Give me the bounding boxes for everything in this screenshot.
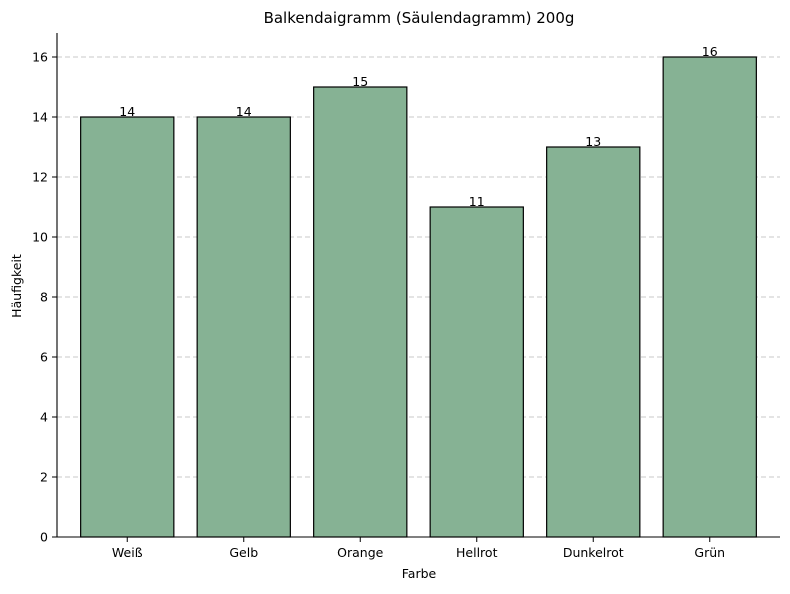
- bar: [662, 56, 757, 538]
- bar-value-label: 13: [585, 134, 601, 149]
- bars: [80, 56, 757, 538]
- x-tick-label: Gelb: [229, 545, 258, 560]
- y-tick-label: 14: [32, 110, 48, 125]
- bar: [546, 146, 641, 538]
- y-tick-label: 2: [40, 470, 48, 485]
- y-tick-label: 8: [40, 290, 48, 305]
- bar: [80, 116, 175, 538]
- x-axis-ticks: Weiß Gelb Orange Hellrot Dunkelrot Grün: [112, 537, 725, 560]
- bar-value-label: 14: [236, 104, 252, 119]
- bar-value-label: 16: [702, 44, 718, 59]
- grid-lines: [57, 56, 780, 478]
- y-tick-label: 4: [40, 410, 48, 425]
- value-labels: 14 14 15 11 13 16: [119, 44, 717, 209]
- bar-value-label: 15: [352, 74, 368, 89]
- chart-title: Balkendaigramm (Säulendagramm) 200g: [264, 9, 575, 27]
- y-tick-label: 10: [32, 230, 48, 245]
- bar: [429, 206, 524, 538]
- x-tick-label: Grün: [694, 545, 725, 560]
- bar: [313, 86, 408, 538]
- x-axis-label: Farbe: [402, 566, 437, 581]
- bar-value-label: 11: [469, 194, 485, 209]
- y-axis-ticks: 0 2 4 6 8 10 12 14 16: [32, 50, 57, 545]
- x-tick-label: Hellrot: [456, 545, 498, 560]
- y-axis-label: Häufigkeit: [9, 254, 24, 318]
- x-tick-label: Dunkelrot: [563, 545, 624, 560]
- y-tick-label: 0: [40, 530, 48, 545]
- y-tick-label: 6: [40, 350, 48, 365]
- x-tick-label: Weiß: [112, 545, 143, 560]
- y-tick-label: 16: [32, 50, 48, 65]
- y-tick-label: 12: [32, 170, 48, 185]
- x-tick-label: Orange: [337, 545, 383, 560]
- bar-value-label: 14: [119, 104, 135, 119]
- bar: [196, 116, 291, 538]
